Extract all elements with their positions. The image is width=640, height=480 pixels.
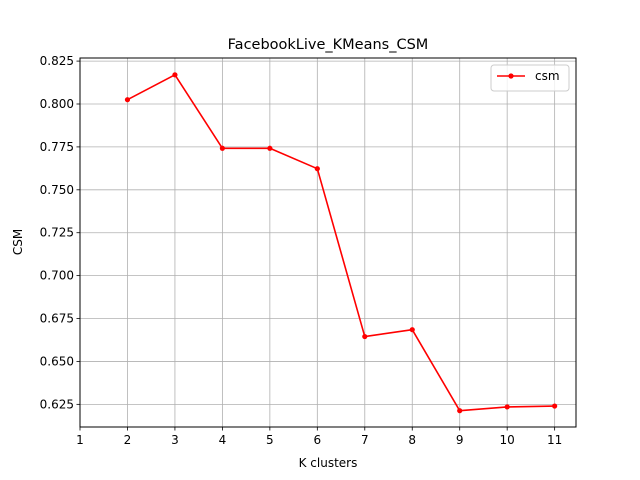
x-tick-label: 11 — [547, 433, 562, 447]
plot-frame — [79, 57, 577, 428]
data-point — [504, 404, 510, 410]
y-axis-ticks: 0.625 0.650 0.675 0.700 0.725 0.750 0.775 0.800… — [40, 54, 80, 411]
x-axis-ticks: 1 2 3 4 5 6 7 8 9 10 11 — [76, 427, 562, 447]
x-tick-label: 4 — [219, 433, 227, 447]
y-tick-label: 0.750 — [40, 183, 74, 197]
x-tick-label: 5 — [266, 433, 274, 447]
y-tick-label: 0.700 — [40, 269, 74, 283]
y-tick-label: 0.675 — [40, 312, 74, 326]
y-tick-label: 0.725 — [40, 226, 74, 240]
data-point — [267, 145, 273, 151]
x-tick-label: 8 — [408, 433, 416, 447]
chart-title: FacebookLive_KMeans_CSM — [228, 37, 429, 53]
grid-lines — [79, 58, 576, 427]
y-tick-label: 0.650 — [40, 354, 74, 368]
x-tick-label: 6 — [314, 433, 322, 447]
x-axis-label: K clusters — [299, 456, 358, 470]
x-tick-label: 1 — [76, 433, 84, 447]
legend-label-csm: csm — [535, 69, 560, 83]
x-tick-label: 2 — [124, 433, 132, 447]
data-point — [552, 403, 558, 409]
data-point — [314, 166, 320, 172]
data-point — [124, 97, 131, 103]
series-layer — [124, 72, 558, 414]
legend-box — [490, 64, 570, 92]
data-point — [172, 72, 178, 78]
x-tick-label: 3 — [171, 433, 179, 447]
y-tick-label: 0.625 — [40, 397, 74, 411]
x-tick-label: 9 — [456, 433, 464, 447]
x-tick-label: 10 — [500, 433, 515, 447]
y-tick-label: 0.775 — [40, 140, 74, 154]
series-line-csm — [127, 74, 555, 412]
y-tick-label: 0.825 — [40, 54, 74, 68]
x-tick-label: 7 — [361, 433, 369, 447]
data-point — [362, 333, 368, 340]
y-tick-label: 0.800 — [40, 97, 74, 111]
y-axis-label: CSM — [11, 229, 25, 255]
data-point — [457, 408, 463, 414]
data-point — [219, 145, 225, 151]
data-point — [409, 327, 415, 333]
legend-marker-swatch — [508, 73, 514, 79]
legend: csm — [490, 64, 570, 92]
